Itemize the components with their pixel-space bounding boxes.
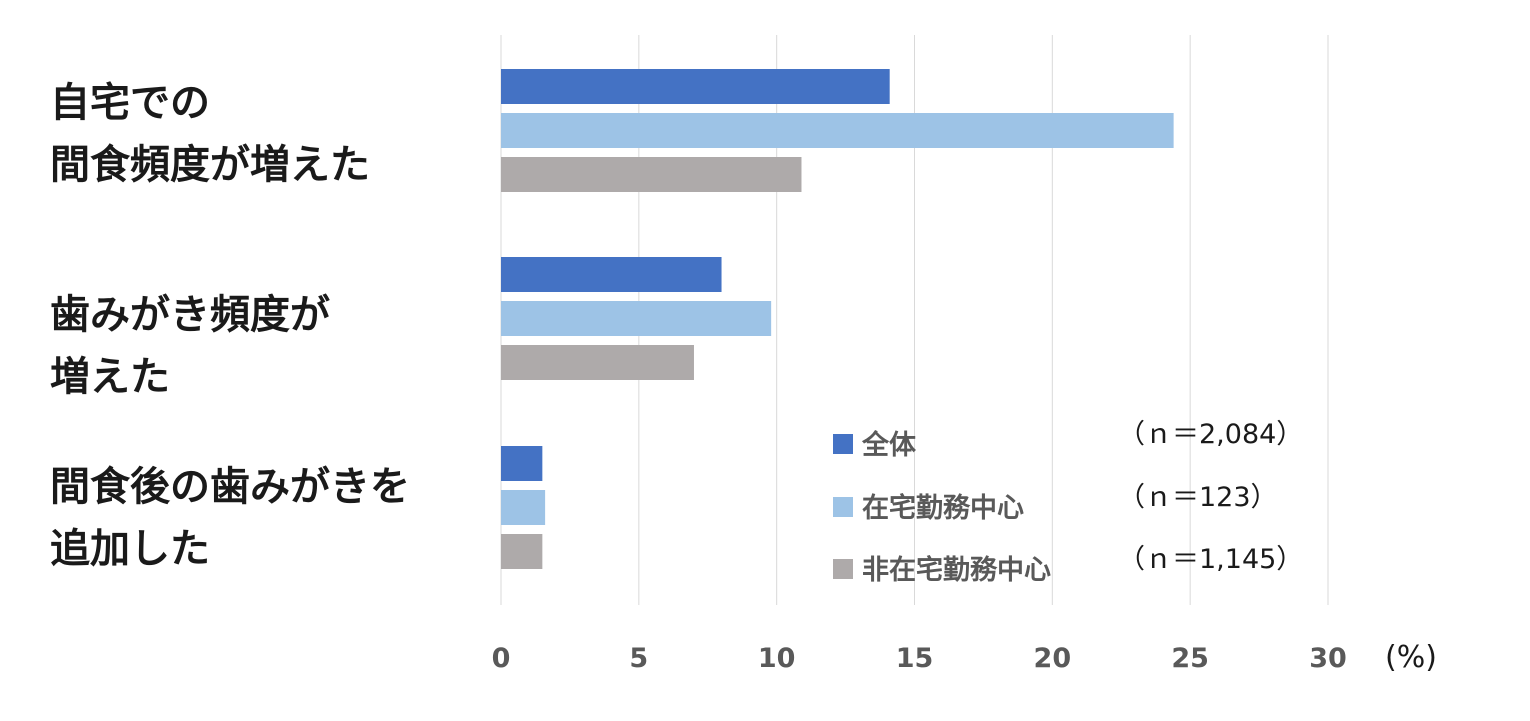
x-unit-label: (%) xyxy=(1385,640,1437,675)
bar xyxy=(501,257,722,292)
x-tick-labels: 0 5 10 15 20 25 30 xyxy=(492,643,1347,674)
category-label: 追加した xyxy=(50,526,210,572)
legend-label: 非在宅勤務中心 xyxy=(862,554,1051,586)
x-tick-label: 10 xyxy=(758,643,796,674)
x-tick-label: 5 xyxy=(629,643,648,674)
legend: 全体 （ｎ＝2,084） 在宅勤務中心 （ｎ＝123） 非在宅勤務中心 （ｎ＝1,145） xyxy=(833,419,1303,586)
legend-swatch xyxy=(833,434,853,454)
legend-n-label: （ｎ＝2,084） xyxy=(1118,419,1303,450)
category-label: 歯みがき頻度が xyxy=(50,292,330,338)
x-tick-label: 0 xyxy=(492,643,511,674)
legend-label: 全体 xyxy=(861,429,917,461)
x-tick-label: 15 xyxy=(896,643,934,674)
bar xyxy=(501,301,772,336)
bars xyxy=(501,69,1174,569)
bar xyxy=(501,490,546,525)
bar xyxy=(501,534,543,569)
legend-swatch xyxy=(833,559,853,579)
legend-label: 在宅勤務中心 xyxy=(862,492,1024,524)
bar xyxy=(501,345,694,380)
x-tick-label: 20 xyxy=(1034,643,1072,674)
category-label: 増えた xyxy=(50,354,170,400)
legend-n-label: （ｎ＝1,145） xyxy=(1118,544,1303,575)
bar xyxy=(501,69,890,104)
bar xyxy=(501,113,1174,148)
category-label: 間食頻度が増えた xyxy=(50,142,370,188)
bar xyxy=(501,157,802,192)
x-tick-label: 30 xyxy=(1309,643,1347,674)
x-tick-label: 25 xyxy=(1171,643,1209,674)
legend-swatch xyxy=(833,497,853,517)
category-label: 自宅での xyxy=(50,80,210,126)
legend-n-label: （ｎ＝123） xyxy=(1118,482,1278,513)
category-label: 間食後の歯みがきを xyxy=(50,464,410,510)
bar xyxy=(501,446,543,481)
